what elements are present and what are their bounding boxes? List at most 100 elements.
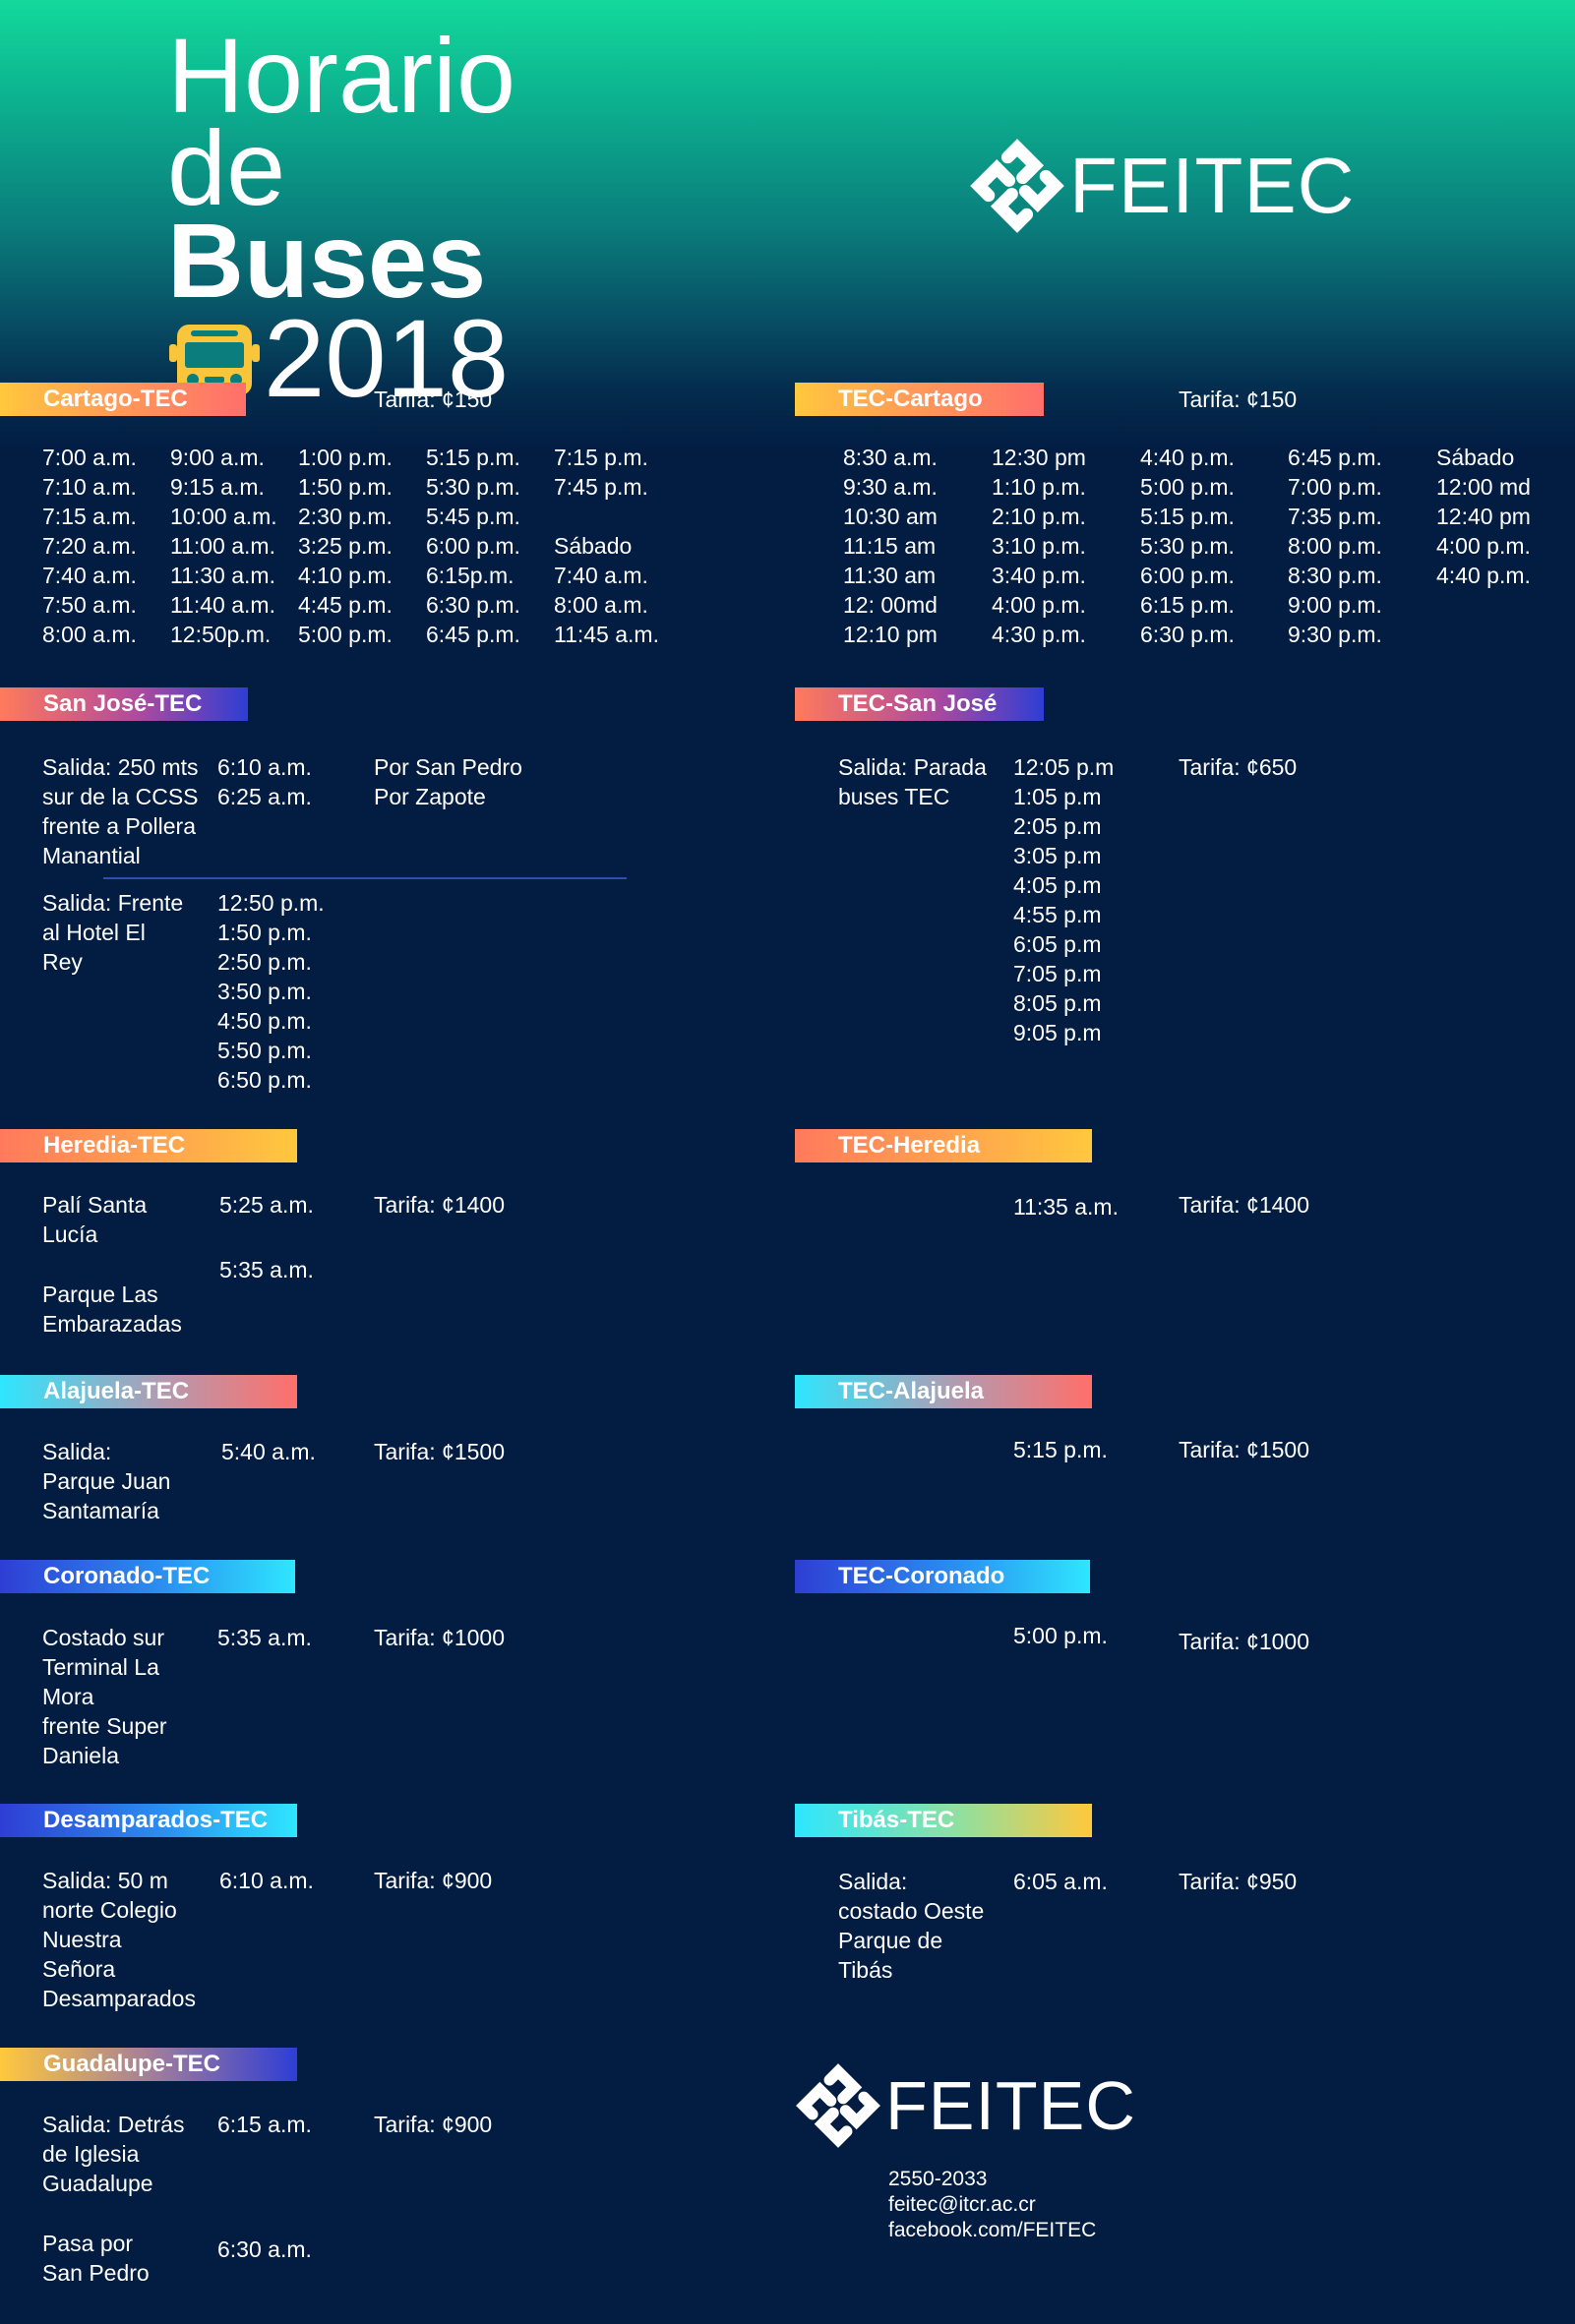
- bus-icon: [169, 325, 260, 407]
- time: 3:50 p.m.: [217, 979, 312, 1004]
- time: 10:00 a.m.: [170, 504, 277, 529]
- via-label: Por San Pedro: [374, 754, 522, 780]
- time: 5:15 p.m.: [426, 445, 520, 470]
- divider-line: [103, 877, 627, 879]
- time-desamparados-tec: 6:10 a.m.: [219, 1868, 314, 1893]
- stop-heredia-tec-1: Palí Santa Lucía: [42, 1192, 148, 1247]
- times-cartago-tec-col-4: 5:15 p.m. 5:30 p.m. 5:45 p.m. 6:00 p.m. 6:15…: [426, 443, 520, 649]
- saturday-label: Sábado: [554, 533, 633, 559]
- fare-tec-coronado: Tarifa: ¢1000: [1179, 1629, 1309, 1654]
- route-badge-tec-alajuela: TEC-Alajuela: [795, 1375, 1092, 1408]
- stop-heredia-tec-2: Parque Las Embarazadas: [42, 1281, 182, 1337]
- time-tec-alajuela: 5:15 p.m.: [1013, 1437, 1108, 1462]
- time: 4:10 p.m.: [298, 563, 393, 588]
- times-tec-sanjose: 12:05 p.m 1:05 p.m 2:05 p.m 3:05 p.m 4:05 p.…: [1013, 752, 1114, 1047]
- time-guadalupe-tec-2: 6:30 a.m.: [217, 2236, 312, 2262]
- route-badge-sanjose-tec: San José-TEC: [0, 687, 248, 721]
- feitec-logo-top: FEITEC: [969, 138, 1355, 234]
- time: 7:35 p.m.: [1288, 504, 1382, 529]
- time-tibas-tec: 6:05 a.m.: [1013, 1869, 1108, 1894]
- route-badge-tec-coronado: TEC-Coronado: [795, 1560, 1090, 1593]
- route-badge-alajuela-tec: Alajuela-TEC: [0, 1375, 297, 1408]
- title-line-year: 2018: [167, 304, 561, 414]
- time: 8:00 a.m.: [554, 592, 648, 618]
- time-guadalupe-tec-1: 6:15 a.m.: [217, 2112, 312, 2137]
- time: 4:55 p.m: [1013, 902, 1102, 927]
- fare-tec-cartago: Tarifa: ¢150: [1179, 387, 1298, 412]
- time: 3:05 p.m: [1013, 843, 1102, 868]
- time: 4:45 p.m.: [298, 592, 393, 618]
- time: 7:20 a.m.: [42, 533, 137, 559]
- time: 6:45 p.m.: [426, 622, 520, 647]
- time: 1:50 p.m.: [298, 474, 393, 500]
- time: 11:45 a.m.: [554, 622, 659, 647]
- route-badge-guadalupe-tec: Guadalupe-TEC: [0, 2048, 297, 2081]
- time-coronado-tec: 5:35 a.m.: [217, 1625, 312, 1650]
- fare-desamparados-tec: Tarifa: ¢900: [374, 1868, 493, 1893]
- time: 7:15 p.m.: [554, 445, 648, 470]
- via-sanjose-tec: Por San Pedro Por Zapote: [374, 752, 522, 811]
- time: 8:05 p.m: [1013, 990, 1102, 1016]
- time: 12: 00md: [843, 592, 938, 618]
- time: 9:30 a.m.: [843, 474, 938, 500]
- times-tec-cartago-col-2: 12:30 pm 1:10 p.m. 2:10 p.m. 3:10 p.m. 3:40 …: [992, 443, 1086, 649]
- time-alajuela-tec: 5:40 a.m.: [221, 1439, 316, 1464]
- saturday-label: Sábado: [1436, 445, 1515, 470]
- times-cartago-tec-col-1: 7:00 a.m. 7:10 a.m. 7:15 a.m. 7:20 a.m. 7:40…: [42, 443, 137, 649]
- feitec-logo-footer: FEITEC: [795, 2062, 1136, 2149]
- stop-sanjose-tec-1: Salida: 250 mts sur de la CCSS frente a …: [42, 754, 199, 868]
- stop-guadalupe-tec-1: Salida: Detrás de Iglesia Guadalupe: [42, 2112, 185, 2196]
- time: 8:00 p.m.: [1288, 533, 1382, 559]
- time: 11:30 a.m.: [170, 563, 275, 588]
- contact-phone: 2550-2033: [888, 2168, 988, 2190]
- route-badge-tec-sanjose: TEC-San José: [795, 687, 1044, 721]
- time: 12:40 pm: [1436, 504, 1531, 529]
- route-badge-cartago-tec: Cartago-TEC: [0, 383, 246, 416]
- time: 7:45 p.m.: [554, 474, 648, 500]
- time: 1:50 p.m.: [217, 920, 312, 945]
- time: 6:10 a.m.: [217, 754, 312, 780]
- fare-guadalupe-tec: Tarifa: ¢900: [374, 2112, 493, 2137]
- title-buses: Buses: [167, 201, 487, 320]
- feitec-logo-text: FEITEC: [885, 2067, 1136, 2144]
- time: 2:10 p.m.: [992, 504, 1086, 529]
- fare-cartago-tec: Tarifa: ¢150: [374, 387, 493, 412]
- time: 9:00 p.m.: [1288, 592, 1382, 618]
- title-line-de-buses: de Buses: [167, 115, 561, 314]
- time: 8:30 a.m.: [843, 445, 938, 470]
- time: 6:15p.m.: [426, 563, 515, 588]
- feitec-logo-text: FEITEC: [1069, 142, 1356, 229]
- contact-facebook[interactable]: facebook.com/FEITEC: [888, 2219, 1097, 2241]
- time: 12:50p.m.: [170, 622, 272, 647]
- time: 4:50 p.m.: [217, 1008, 312, 1034]
- time: 7:40 a.m.: [554, 563, 648, 588]
- contact-email[interactable]: feitec@itcr.ac.cr: [888, 2193, 1036, 2216]
- route-badge-tec-heredia: TEC-Heredia: [795, 1129, 1092, 1162]
- time: 11:00 a.m.: [170, 533, 275, 559]
- time-heredia-tec-1: 5:25 a.m.: [219, 1192, 314, 1218]
- stop-tibas-tec: Salida: costado Oeste Parque de Tibás: [838, 1869, 985, 1983]
- times-cartago-tec-col-5: 7:15 p.m. 7:45 p.m. Sábado 7:40 a.m. 8:00 a.…: [554, 443, 659, 649]
- time: 4:40 p.m.: [1436, 563, 1531, 588]
- time: 4:00 p.m.: [1436, 533, 1531, 559]
- contact-info: 2550-2033 feitec@itcr.ac.cr facebook.com…: [888, 2167, 1096, 2243]
- title-line-horario: Horario: [167, 16, 516, 135]
- time: 6:15 p.m.: [1140, 592, 1235, 618]
- time: 8:30 p.m.: [1288, 563, 1382, 588]
- time: 7:00 a.m.: [42, 445, 137, 470]
- fare-alajuela-tec: Tarifa: ¢1500: [374, 1439, 505, 1464]
- time: 5:30 p.m.: [426, 474, 520, 500]
- time: 5:50 p.m.: [217, 1038, 312, 1063]
- times-sanjose-tec-stop-2: 12:50 p.m. 1:50 p.m. 2:50 p.m. 3:50 p.m. 4:5…: [217, 888, 325, 1095]
- time: [554, 502, 659, 531]
- time: 6:00 p.m.: [1140, 563, 1235, 588]
- time: 12:30 pm: [992, 445, 1086, 470]
- route-badge-tec-cartago: TEC-Cartago: [795, 383, 1044, 416]
- time: 6:25 a.m.: [217, 784, 312, 809]
- route-badge-desamparados-tec: Desamparados-TEC: [0, 1804, 297, 1837]
- times-tec-cartago-col-4: 6:45 p.m. 7:00 p.m. 7:35 p.m. 8:00 p.m. 8:30…: [1288, 443, 1382, 649]
- time: 7:50 a.m.: [42, 592, 137, 618]
- stop-coronado-tec: Costado sur Terminal La Mora frente Supe…: [42, 1625, 167, 1768]
- time: 5:15 p.m.: [1140, 504, 1235, 529]
- time: 4:30 p.m.: [992, 622, 1086, 647]
